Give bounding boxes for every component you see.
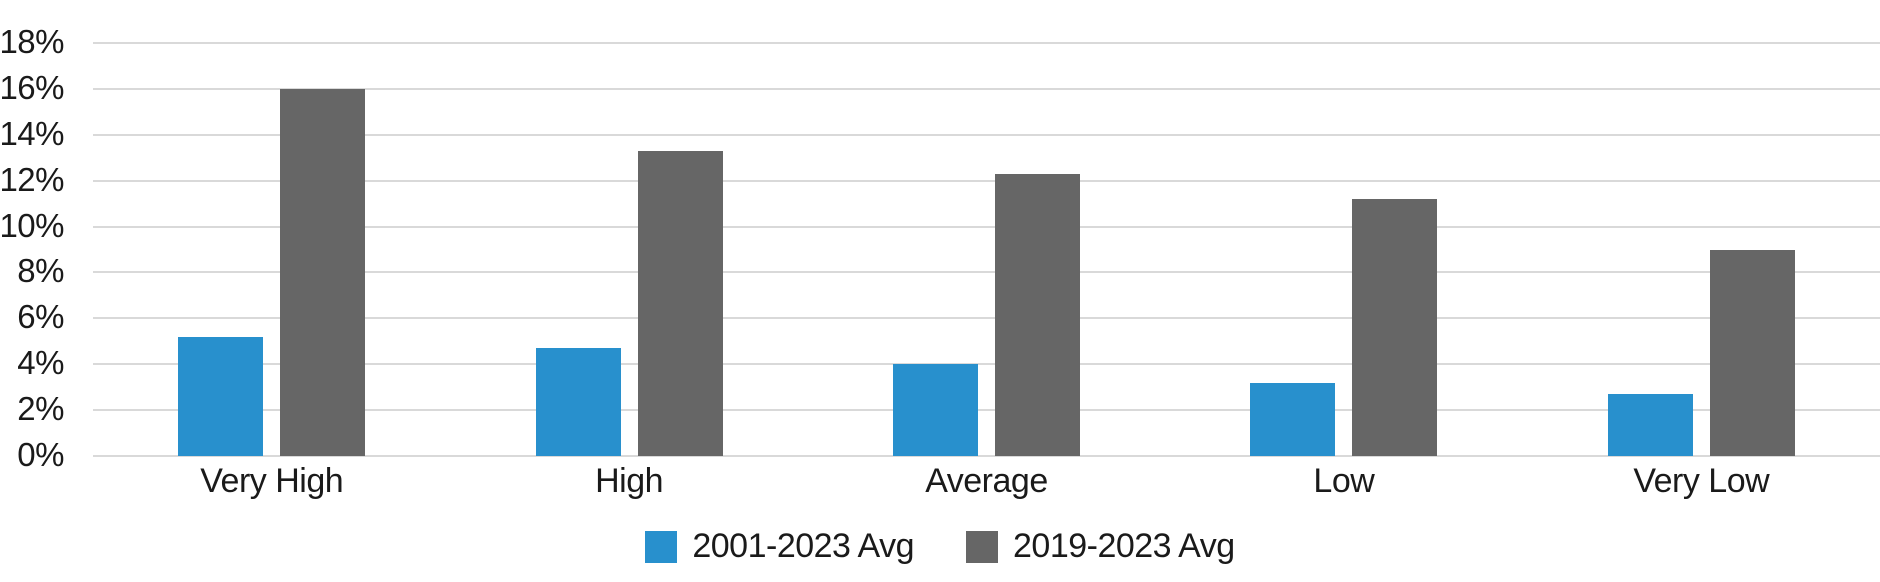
bar-2019-2023-avg [637, 150, 723, 456]
gridline [93, 409, 1880, 412]
y-tick-label: 6% [17, 298, 64, 336]
bar-group-low [1165, 43, 1522, 456]
bar-2001-2023-avg [1607, 394, 1693, 456]
bar-group-high [450, 43, 807, 456]
x-axis-label: Very Low [1633, 462, 1770, 500]
x-axis-label: Average [925, 462, 1048, 500]
legend-label: 2019-2023 Avg [1013, 527, 1235, 565]
legend-item-2019-2023-avg: 2019-2023 Avg [966, 527, 1235, 566]
legend-item-2001-2023-avg: 2001-2023 Avg [645, 527, 914, 566]
bar-group-very-low [1523, 43, 1880, 456]
gridline [93, 179, 1880, 182]
gridline [93, 133, 1880, 136]
plot-area [93, 42, 1880, 457]
gridline [93, 363, 1880, 366]
y-tick-label: 10% [0, 206, 64, 244]
y-axis-tick-labels: 0% 2% 4% 6% 8% 10% 12% 14% 16% 18% [0, 23, 64, 473]
y-tick-label: 2% [17, 390, 64, 428]
bar-group-average [808, 43, 1165, 456]
legend-swatch-2001-2023-avg [645, 530, 678, 563]
y-tick-label: 18% [0, 23, 64, 61]
gridline [93, 42, 1880, 44]
y-tick-label: 0% [17, 436, 64, 474]
bar-2019-2023-avg [994, 173, 1080, 456]
gridline [93, 225, 1880, 228]
bar-2019-2023-avg [1709, 249, 1795, 456]
bar-2001-2023-avg [178, 336, 264, 456]
y-tick-label: 4% [17, 344, 64, 382]
bar-2019-2023-avg [280, 88, 366, 456]
gridline [93, 455, 1880, 457]
y-tick-label: 16% [0, 69, 64, 107]
gridline [93, 317, 1880, 320]
y-tick-label: 14% [0, 115, 64, 153]
x-axis-label: High [595, 462, 664, 500]
bar-2019-2023-avg [1352, 199, 1438, 456]
legend-label: 2001-2023 Avg [692, 527, 914, 565]
legend-swatch-2019-2023-avg [966, 530, 998, 563]
gridline [93, 87, 1880, 90]
bar-2001-2023-avg [892, 364, 978, 456]
bar-group-very-high [93, 43, 450, 456]
x-axis-label: Very High [200, 462, 344, 500]
x-axis-labels: Very High High Average Low Very Low [93, 462, 1880, 501]
legend: 2001-2023 Avg 2019-2023 Avg [0, 527, 1880, 566]
y-tick-label: 8% [17, 252, 64, 290]
y-tick-label: 12% [0, 160, 64, 198]
bar-2001-2023-avg [535, 348, 621, 456]
x-axis-label: Low [1313, 462, 1375, 500]
gridline [93, 271, 1880, 274]
bar-2001-2023-avg [1250, 382, 1336, 456]
